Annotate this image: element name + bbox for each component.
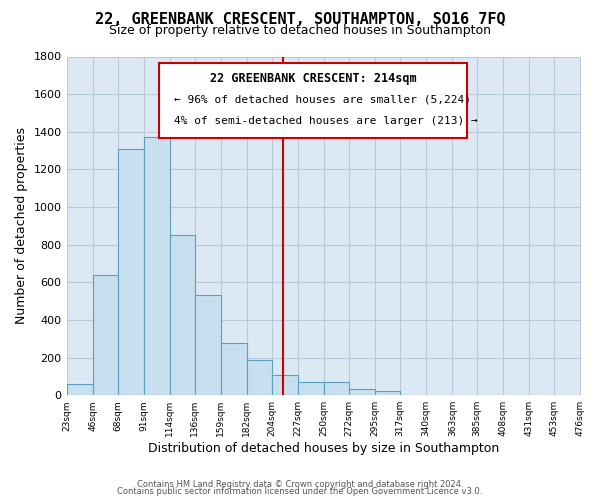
Text: 22, GREENBANK CRESCENT, SOUTHAMPTON, SO16 7FQ: 22, GREENBANK CRESCENT, SOUTHAMPTON, SO1…: [95, 12, 505, 28]
Bar: [349, 388, 375, 395]
Bar: [143, 138, 170, 395]
Y-axis label: Number of detached properties: Number of detached properties: [15, 128, 28, 324]
FancyBboxPatch shape: [159, 64, 467, 138]
Text: 22 GREENBANK CRESCENT: 214sqm: 22 GREENBANK CRESCENT: 214sqm: [210, 72, 416, 85]
X-axis label: Distribution of detached houses by size in Southampton: Distribution of detached houses by size …: [148, 442, 499, 455]
Bar: [118, 148, 143, 395]
Text: 4% of semi-detached houses are larger (213) →: 4% of semi-detached houses are larger (2…: [175, 116, 478, 126]
Bar: [247, 360, 272, 395]
Text: Contains public sector information licensed under the Open Government Licence v3: Contains public sector information licen…: [118, 487, 482, 496]
Bar: [92, 275, 118, 395]
Text: ← 96% of detached houses are smaller (5,224): ← 96% of detached houses are smaller (5,…: [175, 94, 472, 104]
Bar: [170, 236, 195, 395]
Text: Contains HM Land Registry data © Crown copyright and database right 2024.: Contains HM Land Registry data © Crown c…: [137, 480, 463, 489]
Bar: [67, 384, 92, 395]
Bar: [221, 342, 247, 395]
Bar: [298, 382, 324, 395]
Bar: [324, 382, 349, 395]
Text: Size of property relative to detached houses in Southampton: Size of property relative to detached ho…: [109, 24, 491, 37]
Bar: [272, 374, 298, 395]
Bar: [375, 390, 400, 395]
Bar: [195, 296, 221, 395]
